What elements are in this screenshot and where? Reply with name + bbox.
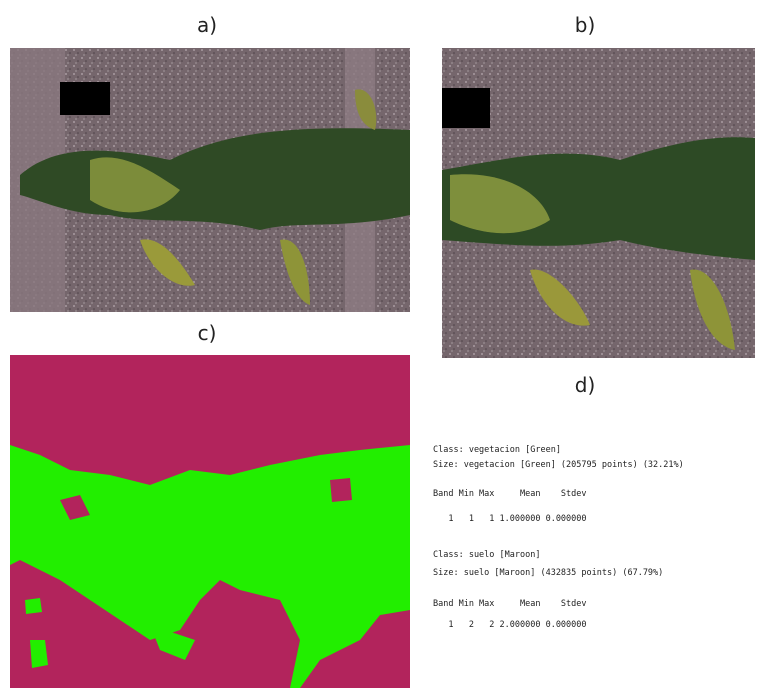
panel-label: a): [197, 13, 217, 37]
class-statistics: Class: vegetacion [Green] Size: vegetaci…: [433, 445, 684, 630]
stat-line: Class: suelo [Maroon]: [433, 550, 540, 560]
stat-line: 1 2 2 2.000000 0.000000: [433, 620, 587, 630]
stat-line: 1 1 1 1.000000 0.000000: [433, 514, 587, 524]
panel-label: b): [575, 13, 596, 37]
photo-a: [10, 48, 410, 312]
figure: a) b) c) d) Class: vegetacion [Green]: [0, 0, 772, 695]
panel-label: d): [575, 373, 596, 397]
classification-map: [10, 355, 410, 688]
stat-line: Class: vegetacion [Green]: [433, 445, 561, 455]
stat-line: Size: vegetacion [Green] (205795 points)…: [433, 460, 684, 470]
stat-line: Size: suelo [Maroon] (432835 points) (67…: [433, 568, 663, 578]
stat-line: Band Min Max Mean Stdev: [433, 489, 587, 499]
panel-label: c): [198, 321, 217, 345]
photo-b: [442, 48, 755, 358]
stat-line: Band Min Max Mean Stdev: [433, 599, 587, 609]
